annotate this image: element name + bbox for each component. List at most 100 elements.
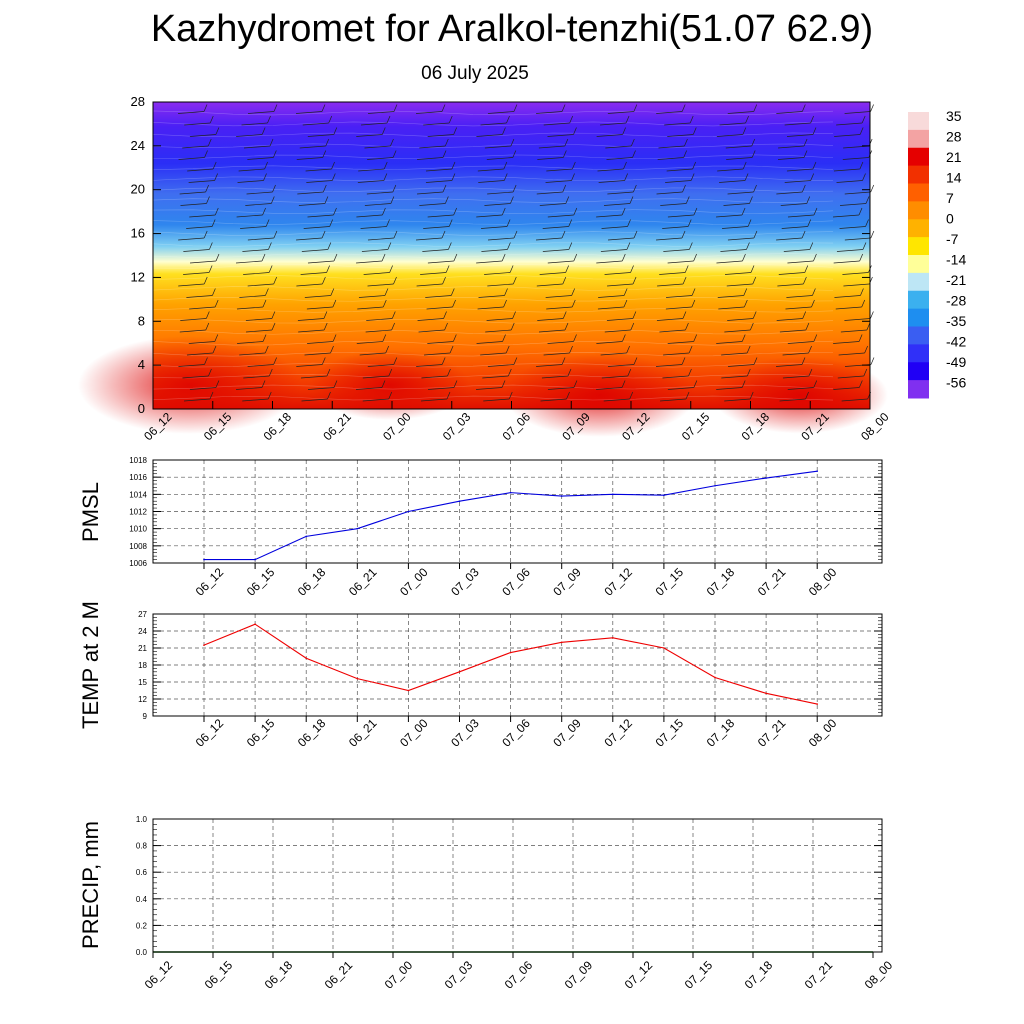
wind-barb: [180, 203, 207, 206]
wind-barb-flag: [267, 391, 272, 400]
wind-barb-flag: [392, 150, 397, 158]
wind-barb-flag: [324, 196, 329, 204]
wind-barb-flag: [813, 334, 818, 342]
wind-barb-flag: [504, 288, 508, 296]
wind-barb-flag: [744, 299, 748, 308]
wind-barb: [364, 203, 391, 206]
wind-barb: [725, 145, 752, 149]
wind-barb-flag: [265, 288, 269, 296]
wind-barb-flag: [262, 207, 266, 216]
wind-barb-flag: [561, 104, 566, 112]
wind-barb-flag: [211, 219, 216, 227]
wind-barb-flag: [268, 368, 273, 377]
wind-barb-flag: [212, 288, 216, 296]
y-tick-label: 0: [138, 401, 145, 416]
wind-barb-flag: [261, 380, 266, 388]
contour-line: [152, 275, 834, 280]
wind-barb: [477, 306, 504, 310]
wind-barb-flag: [513, 104, 518, 112]
wind-barb: [727, 111, 754, 114]
data-point: [305, 657, 308, 659]
wind-barb-flag: [746, 242, 750, 250]
wind-barb: [480, 352, 507, 356]
x-tick-label: 07_00: [397, 716, 431, 750]
wind-barb-flag: [442, 184, 447, 193]
wind-barb-flag: [214, 334, 219, 342]
wind-barb-flag: [564, 322, 569, 331]
contour-line: [152, 351, 834, 357]
wind-barb-flag: [507, 242, 511, 250]
wind-barb: [598, 295, 625, 298]
wind-barb: [245, 203, 272, 206]
wind-barb: [597, 168, 624, 172]
wind-barb-flag: [382, 299, 387, 308]
wind-barb: [659, 272, 686, 275]
wind-barb-flag: [571, 173, 575, 181]
wind-barb-flag: [453, 380, 458, 388]
data-point: [407, 689, 410, 692]
wind-barb: [427, 341, 454, 344]
x-tick-label: 07_18: [704, 565, 738, 599]
x-tick-label: 07_12: [602, 716, 636, 750]
x-tick-label: 06_21: [322, 958, 356, 992]
wind-barb-flag: [273, 276, 278, 285]
y-tick-label: 0.6: [136, 868, 148, 877]
contour-line: [152, 340, 834, 346]
wind-barb: [604, 329, 631, 333]
wind-barb-flag: [629, 391, 634, 400]
wind-barb-flag: [509, 265, 514, 273]
wind-barb-flag: [858, 380, 863, 388]
data-point: [714, 676, 716, 679]
wind-barb: [662, 375, 689, 379]
wind-barb-flag: [862, 173, 866, 181]
contour-line: [152, 319, 834, 324]
wind-barb: [245, 318, 272, 321]
wind-barb-flag: [753, 230, 758, 239]
wind-barb: [366, 318, 393, 321]
wind-barb-flag: [802, 311, 807, 319]
wind-barb: [666, 168, 693, 172]
wind-barb-flag: [566, 391, 570, 400]
wind-barb-flag: [381, 380, 386, 388]
wind-barb: [487, 364, 514, 367]
colorbar-swatch: [908, 362, 929, 381]
wind-barb: [727, 237, 754, 241]
wind-barb: [183, 398, 211, 402]
x-tick-label: 06_18: [295, 716, 329, 750]
wind-barb-flag: [573, 127, 577, 135]
colorbar-swatch: [908, 129, 929, 149]
x-tick-label: 08_00: [806, 565, 840, 599]
wind-barb: [719, 122, 746, 126]
data-point: [305, 535, 308, 538]
wind-barb: [299, 145, 326, 149]
data-point: [612, 637, 614, 639]
wind-barb: [360, 226, 387, 229]
wind-barb: [776, 237, 803, 241]
wind-barb-flag: [321, 357, 326, 365]
wind-barb-flag: [626, 345, 630, 354]
y-tick-label: 20: [131, 182, 145, 197]
wind-barb: [721, 352, 748, 356]
wind-barb-flag: [502, 127, 506, 135]
wind-barb-flag: [749, 391, 754, 400]
wind-barb-flag: [633, 104, 638, 112]
wind-barb: [784, 180, 811, 183]
wind-barb-flag: [381, 127, 386, 135]
wind-barb-flag: [382, 334, 387, 342]
wind-barb: [240, 226, 267, 229]
wind-barb-flag: [865, 219, 869, 227]
wind-barb: [188, 341, 215, 344]
wind-barb-flag: [503, 173, 508, 181]
wind-barb: [426, 306, 453, 310]
wind-barb-flag: [447, 368, 451, 377]
wind-barb: [188, 180, 215, 183]
wind-barb: [539, 203, 566, 206]
wind-barb: [844, 111, 871, 114]
wind-barb: [665, 180, 692, 183]
wind-barb: [777, 283, 804, 287]
wind-barb-flag: [391, 311, 396, 319]
wind-barb: [243, 272, 270, 275]
colorbar-label: 0: [946, 211, 954, 227]
